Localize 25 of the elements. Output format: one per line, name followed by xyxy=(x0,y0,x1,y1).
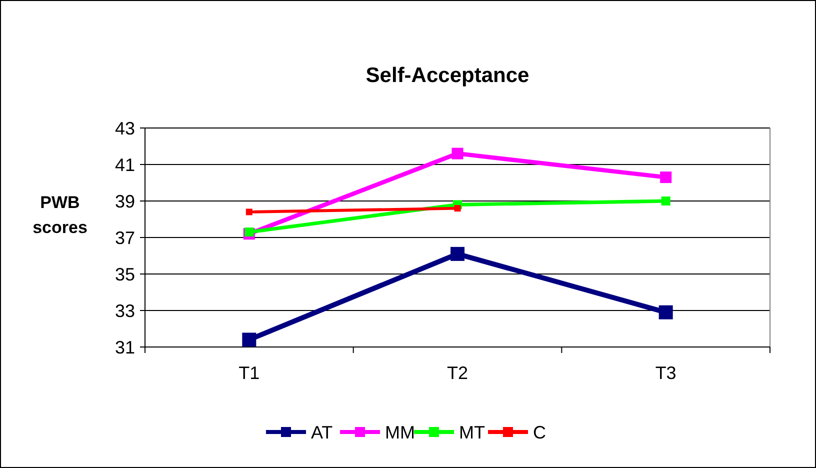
x-tick-label: T1 xyxy=(238,363,260,383)
y-tick-label: 35 xyxy=(114,264,135,284)
point xyxy=(242,332,256,347)
y-tick-label: 39 xyxy=(114,191,135,212)
chart-title: Self-Acceptance xyxy=(366,64,530,87)
y-tick-label: 33 xyxy=(114,300,135,321)
legend-label: AT xyxy=(311,422,333,442)
legend-label: MM xyxy=(385,422,415,442)
x-tick-label: T3 xyxy=(655,363,676,383)
y-tick-label: 31 xyxy=(114,337,135,358)
y-axis-title: PWB scores xyxy=(32,193,88,237)
point xyxy=(660,172,672,184)
point xyxy=(661,196,670,206)
legend-label: C xyxy=(533,422,546,442)
y-tick-label: 37 xyxy=(114,228,135,248)
point xyxy=(246,208,252,216)
point xyxy=(454,205,461,212)
point xyxy=(244,228,254,237)
point xyxy=(452,148,464,160)
point xyxy=(658,305,673,320)
y-tick-label: 43 xyxy=(114,118,135,138)
legend-label: MT xyxy=(459,422,485,442)
point xyxy=(450,246,464,261)
x-tick-label: T2 xyxy=(446,363,468,383)
y-tick-label: 41 xyxy=(114,154,135,175)
